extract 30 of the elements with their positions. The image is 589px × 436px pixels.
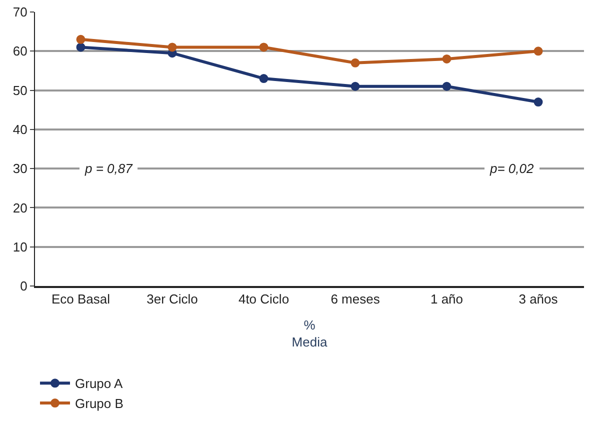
point: [534, 98, 543, 107]
x-tick-label: 6 meses: [330, 292, 380, 307]
y-tick-label: 50: [12, 82, 28, 98]
x-tick-label: 3 años: [518, 292, 558, 307]
annotation: p = 0,87: [84, 161, 134, 176]
point: [76, 34, 86, 44]
point: [534, 46, 543, 56]
y-tick-label: 40: [12, 122, 28, 137]
annotation: p= 0,02: [489, 161, 535, 176]
y-tick-label: 70: [12, 4, 28, 20]
point: [168, 42, 177, 52]
point: [350, 82, 360, 91]
y-tick-label: 20: [12, 200, 28, 216]
x-axis-title: % Media: [292, 318, 328, 350]
point: [259, 74, 268, 84]
y-tick-label: 10: [12, 239, 28, 254]
x-tick-label: 1 año: [430, 292, 464, 307]
x-tick-label: 4to Ciclo: [238, 292, 290, 307]
x-tick-label: 3er Ciclo: [146, 292, 198, 307]
point: [442, 82, 452, 91]
y-tick-label: 0: [20, 278, 28, 294]
x-tick-label: Eco Basal: [51, 292, 110, 307]
point: [259, 42, 268, 52]
y-tick-label: 60: [12, 44, 28, 59]
point: [76, 42, 86, 52]
point: [350, 58, 360, 68]
legend-label: Grupo A: [75, 376, 124, 392]
point: [442, 54, 452, 64]
legend-label: Grupo B: [75, 396, 124, 412]
y-tick-label: 30: [12, 161, 28, 176]
